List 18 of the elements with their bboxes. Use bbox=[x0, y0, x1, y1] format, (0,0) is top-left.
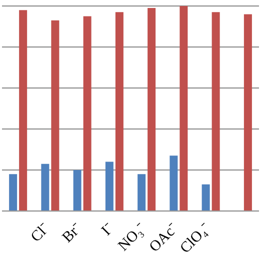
bar bbox=[138, 174, 146, 211]
bar bbox=[212, 12, 220, 211]
bar bbox=[51, 20, 60, 211]
bar bbox=[170, 156, 178, 211]
bar bbox=[105, 162, 114, 211]
bar bbox=[244, 14, 252, 211]
x-tick-label: I⁻ bbox=[98, 220, 118, 239]
bar bbox=[19, 10, 28, 211]
bar bbox=[41, 164, 50, 211]
bar bbox=[9, 174, 18, 211]
bar bbox=[202, 184, 210, 211]
bar bbox=[180, 6, 188, 211]
bar bbox=[115, 12, 124, 211]
bar bbox=[83, 16, 92, 211]
bar bbox=[148, 8, 156, 211]
x-tick-label: Cl⁻ bbox=[28, 220, 54, 246]
x-tick-label: Br⁻ bbox=[60, 220, 86, 246]
bar bbox=[73, 170, 82, 211]
